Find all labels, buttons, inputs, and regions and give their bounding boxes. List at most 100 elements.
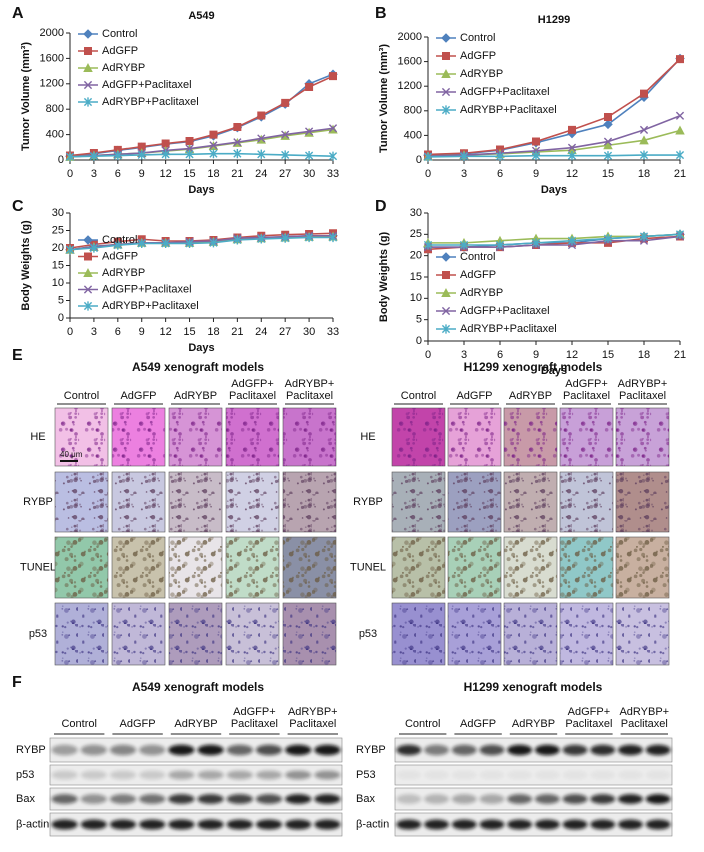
blot-band [285,819,312,830]
legend-label: Control [460,251,495,263]
micrograph-texture [560,408,613,466]
micrograph-texture [283,408,336,466]
blot-band [109,770,137,780]
data-point [328,124,338,133]
chart-title: A549 [188,10,214,22]
micrograph-texture [283,603,336,665]
blot-band [479,770,505,780]
data-point [423,240,433,250]
column-header: AdRYBP [174,718,218,730]
blot-band [109,794,137,804]
blot-band [424,794,450,804]
scale-bar-label: 40 μm [60,450,83,459]
data-point [603,151,613,161]
data-point [257,111,266,120]
blot-band [226,819,253,830]
data-point [531,238,541,248]
micrograph-texture [560,537,613,598]
data-point [567,151,577,161]
blot-band [255,794,283,804]
y-tick-label: 1600 [40,52,64,64]
legend-label: AdGFP [102,250,138,262]
series-line [427,58,681,156]
micrograph-texture [616,603,669,665]
x-tick-label: 12 [160,168,172,180]
micrograph-texture [169,472,222,532]
column-header: AdGFP [120,390,157,402]
blot-band [51,770,78,780]
data-point [568,125,576,134]
blot-band [451,770,477,780]
legend-marker [84,47,92,55]
legend-label: AdRYBP [102,267,145,279]
blot-band [479,744,505,756]
x-tick-label: 15 [183,326,195,338]
data-point [495,240,505,250]
blot-band [645,819,671,830]
row-label: HE [360,431,375,443]
blot-band [109,744,137,756]
y-tick-label: 0 [58,312,64,324]
x-tick-label: 0 [425,168,431,180]
legend-marker [83,97,93,107]
micrograph-texture [112,408,165,466]
blot-band [424,744,450,756]
blot-strip [49,787,343,811]
y-tick-label: 800 [404,105,422,117]
x-tick-label: 6 [497,168,503,180]
row-label: p53 [359,628,377,640]
column-header: Control [404,718,441,730]
micrograph-texture [504,537,557,598]
data-point [675,150,685,160]
blot-band [51,794,78,804]
blot-band [562,819,588,830]
blot-band [285,794,312,804]
blot-band [226,770,253,780]
x-axis-label: Days [541,184,567,196]
x-tick-label: 9 [139,326,145,338]
column-header: AdGFP [456,390,493,402]
blot-band [507,770,533,780]
blot-band [562,794,588,804]
legend-marker [83,285,93,294]
legend-marker [84,252,92,261]
row-label: RYBP [16,744,46,756]
data-point [532,137,540,146]
blot-band [109,819,137,830]
y-tick-label: 15 [410,271,422,283]
micrograph-texture [504,408,557,466]
blot-band [617,819,643,830]
blot-band [314,744,341,756]
blot-band [139,770,166,780]
micrograph-texture [112,603,165,665]
legend-label: AdRYBP+Paclitaxel [102,96,199,108]
micrograph-texture [448,603,501,665]
x-tick-label: 21 [674,349,686,361]
blot-band [396,819,422,830]
data-point [209,238,218,248]
micrograph-texture [448,472,501,532]
legend-label: AdRYBP+Paclitaxel [460,104,557,116]
blot-band [80,794,107,804]
blot-band [396,794,422,804]
data-point [603,234,613,244]
x-tick-label: 0 [67,326,73,338]
legend-marker [83,63,93,72]
panel-letter: F [12,674,22,691]
data-point [639,135,649,145]
x-axis-label: Days [541,365,567,377]
blot-band [314,819,341,830]
data-point [65,245,75,255]
micrograph-texture [283,537,336,598]
blot-band [590,744,616,756]
micrograph-texture [169,537,222,598]
panel-letter: D [375,198,387,215]
x-tick-label: 33 [327,168,339,180]
x-tick-label: 12 [566,349,578,361]
data-point [233,149,242,159]
row-label: RYBP [356,744,386,756]
column-header: Control [63,390,100,402]
legend-label: AdRYBP [460,287,503,299]
blot-band [255,770,283,780]
